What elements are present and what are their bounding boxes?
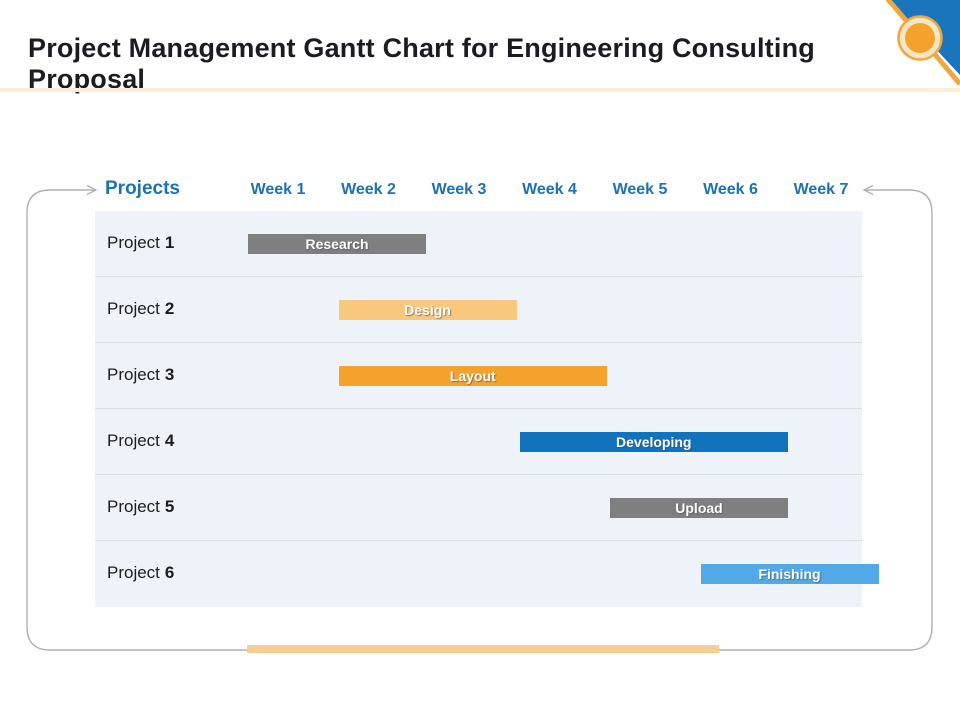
task-bar-layout: Layout: [338, 366, 607, 386]
project-number: 2: [164, 299, 175, 318]
page-title: Project Management Gantt Chart for Engin…: [28, 33, 815, 94]
arrow-left-icon: [862, 184, 874, 196]
week-header-2: Week 2: [341, 181, 396, 198]
task-bar-research: Research: [248, 234, 426, 254]
task-bar-developing: Developing: [519, 432, 788, 452]
project-label: Project 5: [107, 497, 175, 516]
gantt-row-project-3: Project 3 Layout: [95, 343, 862, 409]
project-number: 5: [164, 497, 175, 516]
task-bar-finishing: Finishing: [700, 564, 879, 584]
gantt-rows: Project 1 Research Project 2 Design Project 3 La…: [95, 211, 879, 607]
task-bar-upload: Upload: [610, 498, 788, 518]
project-number: 6: [164, 563, 175, 582]
week-header-6: Week 6: [703, 181, 758, 198]
gantt-row-project-6: Project 6 Finishing: [95, 541, 879, 607]
week-header-4: Week 4: [522, 181, 577, 198]
project-label: Project 6: [107, 563, 175, 582]
task-bar-design: Design: [338, 300, 517, 320]
gantt-row-project-5: Project 5 Upload: [95, 475, 862, 541]
project-number: 1: [164, 233, 175, 252]
title-underline: [0, 88, 960, 92]
week-header-7: Week 7: [793, 181, 849, 198]
week-header-1: Week 1: [250, 181, 306, 198]
gantt-row-project-4: Project 4 Developing: [95, 409, 862, 475]
week-header-3: Week 3: [431, 181, 487, 198]
gantt-row-project-2: Project 2 Design: [95, 277, 862, 343]
project-number: 3: [164, 365, 175, 384]
project-label: Project 4: [107, 431, 175, 450]
bottom-accent-bar: [247, 645, 719, 653]
week-header-5: Week 5: [612, 181, 668, 198]
project-number: 4: [164, 431, 175, 450]
projects-column-header: Projects: [105, 178, 180, 199]
project-label: Project 2: [107, 299, 175, 318]
week-headers: Week 1 Week 2 Week 3 Week 4 Week 5 Week 6 Week…: [95, 175, 862, 205]
corner-ribbon-icon: [885, 0, 960, 86]
project-label: Project 3: [107, 365, 175, 384]
project-label: Project 1: [107, 233, 175, 252]
gantt-row-project-1: Project 1 Research: [95, 211, 862, 277]
